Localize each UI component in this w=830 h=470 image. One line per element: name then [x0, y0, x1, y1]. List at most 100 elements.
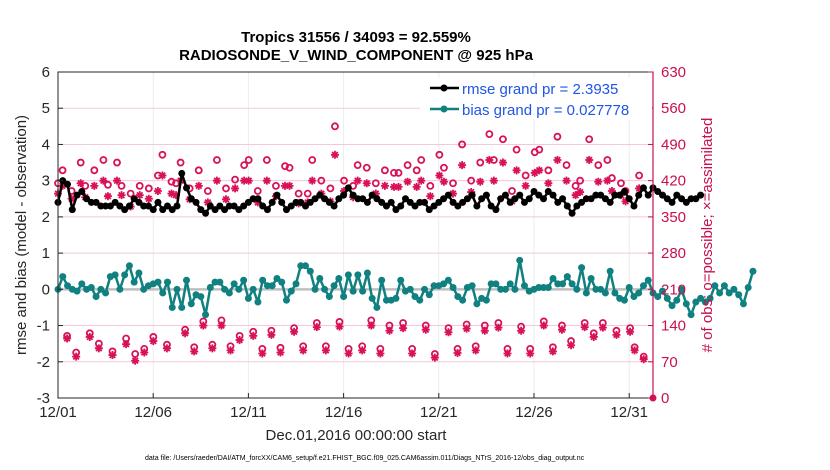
bias-point: [687, 311, 695, 319]
obs-assimilated-marker: [512, 166, 521, 175]
rmse-point: [620, 188, 628, 196]
bias-point: [140, 285, 148, 293]
rmse-point: [497, 195, 505, 203]
obs-assimilated-marker: [158, 171, 167, 180]
obs-possible-marker: [362, 163, 371, 172]
obs-assimilated-marker: [221, 195, 230, 204]
x-tick-label: 12/06: [134, 404, 172, 421]
obs-assimilated-marker: [340, 187, 349, 196]
bias-point: [268, 282, 276, 290]
bias-point: [644, 276, 652, 284]
obs-assimilated-marker: [517, 326, 526, 335]
rmse-point: [116, 202, 124, 210]
obs-possible-marker: [562, 161, 571, 170]
rmse-point: [606, 198, 614, 206]
obs-assimilated-marker: [562, 176, 571, 185]
obs-assimilated-marker: [607, 187, 616, 196]
series-bias: [54, 256, 757, 319]
obs-assimilated-marker: [285, 181, 294, 190]
y2-tick-label: 630: [661, 64, 686, 81]
obs-assimilated-marker: [394, 182, 403, 191]
obs-possible-marker: [135, 181, 144, 190]
rmse-point: [287, 202, 295, 210]
obs-assimilated-marker: [485, 155, 494, 164]
obs-possible-marker: [449, 179, 457, 188]
rmse-point: [235, 206, 243, 214]
bias-point: [240, 276, 248, 284]
rmse-point: [221, 206, 229, 214]
bias-point: [121, 271, 129, 279]
bias-point: [78, 280, 86, 288]
legend: rmse grand pr = 2.3935 bias grand pr = 0…: [420, 78, 652, 120]
rmse-point: [297, 198, 305, 206]
bias-point: [321, 285, 329, 293]
rmse-point: [511, 195, 519, 203]
bias-point: [278, 278, 286, 286]
obs-assimilated-marker: [217, 321, 226, 330]
rmse-point: [340, 191, 348, 199]
y-axis-label: rmse and bias (model - observation): [13, 115, 30, 355]
obs-assimilated-marker: [408, 349, 417, 358]
obs-assimilated-marker: [580, 323, 589, 332]
obs-assimilated-marker: [249, 331, 258, 340]
rmse-point: [168, 206, 176, 214]
x-tick-label: 12/11: [230, 404, 266, 421]
rmse-point: [430, 202, 438, 210]
rmse-point: [73, 191, 81, 199]
bias-point: [159, 289, 167, 297]
rmse-point: [478, 195, 486, 203]
rmse-point: [516, 191, 524, 199]
bias-point: [735, 291, 743, 299]
bias-point: [501, 285, 509, 293]
obs-assimilated-marker: [72, 352, 81, 361]
obs-assimilated-marker: [140, 348, 149, 357]
obs-possible-marker: [203, 187, 212, 195]
obs-assimilated-marker: [203, 198, 212, 207]
bias-point: [282, 296, 290, 304]
obs-possible-marker: [99, 156, 108, 164]
obs-possible-marker: [113, 158, 121, 167]
rmse-point: [373, 195, 381, 203]
obs-assimilated-marker: [181, 329, 190, 338]
obs-assimilated-marker: [131, 356, 140, 365]
obs-assimilated-marker: [435, 171, 444, 180]
obs-possible-marker: [435, 150, 444, 159]
rmse-point: [259, 202, 267, 210]
obs-assimilated-marker: [403, 177, 412, 186]
obs-assimilated-marker: [99, 176, 108, 185]
obs-assimilated-marker: [612, 330, 621, 339]
y2-tick-label: 70: [661, 354, 678, 371]
obs-assimilated-marker: [480, 326, 489, 335]
legend-bias-marker: [440, 105, 448, 113]
obs-assimilated-marker: [421, 325, 430, 334]
obs-assimilated-marker: [362, 179, 371, 188]
rmse-point: [144, 202, 152, 210]
obs-assimilated-marker: [153, 187, 162, 196]
y-tick-label: 4: [42, 136, 50, 153]
rmse-point: [149, 206, 157, 214]
chart-subtitle: RADIOSONDE_V_WIND_COMPONENT @ 925 hPa: [179, 47, 534, 64]
bias-point: [425, 291, 433, 299]
bias-point: [254, 298, 262, 306]
obs-assimilated-marker: [526, 349, 535, 358]
y2-tick-label: 350: [661, 209, 686, 226]
obs-assimilated-marker: [330, 150, 339, 159]
obs-possible-marker: [231, 175, 239, 184]
obs-assimilated-marker: [494, 323, 503, 332]
y2-tick-label: 210: [661, 281, 686, 298]
rmse-point: [587, 195, 595, 203]
obs-assimilated-marker: [389, 182, 398, 191]
obs-assimilated-marker: [258, 349, 267, 358]
data-file-footnote: data file: /Users/raeder/DAI/ATM_forcXX/…: [145, 455, 585, 462]
rmse-point: [549, 191, 557, 199]
x-axis-label: Dec.01,2016 00:00:00 start: [266, 427, 448, 444]
y2-tick-label: 490: [661, 136, 686, 153]
obs-assimilated-marker: [290, 327, 299, 336]
bias-point: [716, 289, 724, 297]
obs-assimilated-marker: [276, 348, 285, 357]
bias-point: [582, 289, 590, 297]
bias-point: [216, 278, 224, 286]
obs-possible-marker: [281, 162, 289, 171]
rmse-point: [178, 169, 186, 177]
obs-possible-marker: [272, 181, 280, 190]
